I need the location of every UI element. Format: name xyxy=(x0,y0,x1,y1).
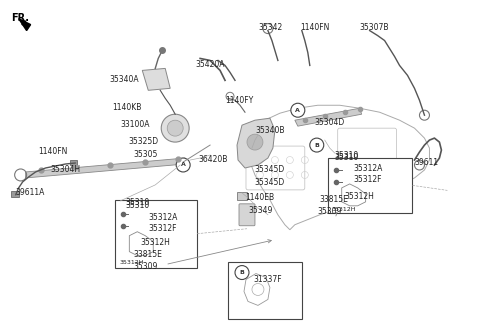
Text: FR.: FR. xyxy=(11,13,29,23)
Circle shape xyxy=(310,138,324,152)
Text: 35309: 35309 xyxy=(318,207,342,216)
Text: 35310: 35310 xyxy=(335,151,359,160)
Text: 35420A: 35420A xyxy=(195,60,225,70)
Text: 35312A: 35312A xyxy=(148,213,178,222)
Text: 31337F: 31337F xyxy=(253,275,282,283)
Text: 33100A: 33100A xyxy=(120,120,150,129)
Text: 35340A: 35340A xyxy=(109,75,139,84)
Text: 35349: 35349 xyxy=(248,206,272,215)
Text: B: B xyxy=(240,270,244,275)
Circle shape xyxy=(167,120,183,136)
FancyBboxPatch shape xyxy=(239,204,255,226)
Text: 1140EB: 1140EB xyxy=(245,193,274,202)
Text: 1140KB: 1140KB xyxy=(112,103,142,112)
Bar xyxy=(237,192,247,200)
Text: 36420B: 36420B xyxy=(198,155,228,164)
Text: 35305: 35305 xyxy=(133,150,158,159)
Text: 35312F: 35312F xyxy=(148,224,177,233)
Polygon shape xyxy=(19,19,31,31)
Text: 35345D: 35345D xyxy=(254,165,284,174)
Text: 1140FN: 1140FN xyxy=(300,23,329,31)
Bar xyxy=(11,191,19,197)
Text: 35312F: 35312F xyxy=(354,175,382,184)
Text: 35345D: 35345D xyxy=(254,178,284,187)
Text: 35312H: 35312H xyxy=(140,238,170,247)
Text: 35310: 35310 xyxy=(335,153,359,162)
Text: 35307B: 35307B xyxy=(360,23,389,31)
Bar xyxy=(228,262,302,319)
Text: 35312H: 35312H xyxy=(345,192,374,201)
Circle shape xyxy=(235,266,249,279)
Text: 35310: 35310 xyxy=(125,201,150,210)
Text: 35304H: 35304H xyxy=(50,165,81,174)
Text: 35340B: 35340B xyxy=(255,126,285,135)
Text: 33815E: 33815E xyxy=(320,195,348,204)
Text: 39611: 39611 xyxy=(415,158,439,167)
Text: 1140FY: 1140FY xyxy=(225,96,253,105)
Bar xyxy=(71,160,77,165)
Text: 35342: 35342 xyxy=(258,23,282,31)
Text: 35304D: 35304D xyxy=(315,118,345,127)
Bar xyxy=(328,158,412,213)
Text: B: B xyxy=(314,143,319,148)
Circle shape xyxy=(176,158,190,172)
Bar xyxy=(115,200,197,268)
Text: 35312A: 35312A xyxy=(354,164,383,173)
Text: 35310: 35310 xyxy=(125,198,150,207)
Text: A: A xyxy=(295,108,300,113)
Polygon shape xyxy=(237,118,275,168)
Circle shape xyxy=(247,134,263,150)
Text: 39611A: 39611A xyxy=(16,188,45,197)
Text: A: A xyxy=(181,162,186,168)
Text: 35312H: 35312H xyxy=(332,207,356,212)
Polygon shape xyxy=(142,69,170,90)
Text: 35309: 35309 xyxy=(133,262,158,271)
Text: 35312H: 35312H xyxy=(120,259,144,265)
Text: 1140FN: 1140FN xyxy=(38,147,68,156)
Polygon shape xyxy=(25,158,185,178)
Text: 33815E: 33815E xyxy=(133,250,162,259)
Polygon shape xyxy=(295,108,361,126)
Text: 35325D: 35325D xyxy=(128,137,158,146)
Circle shape xyxy=(161,114,189,142)
Circle shape xyxy=(291,103,305,117)
